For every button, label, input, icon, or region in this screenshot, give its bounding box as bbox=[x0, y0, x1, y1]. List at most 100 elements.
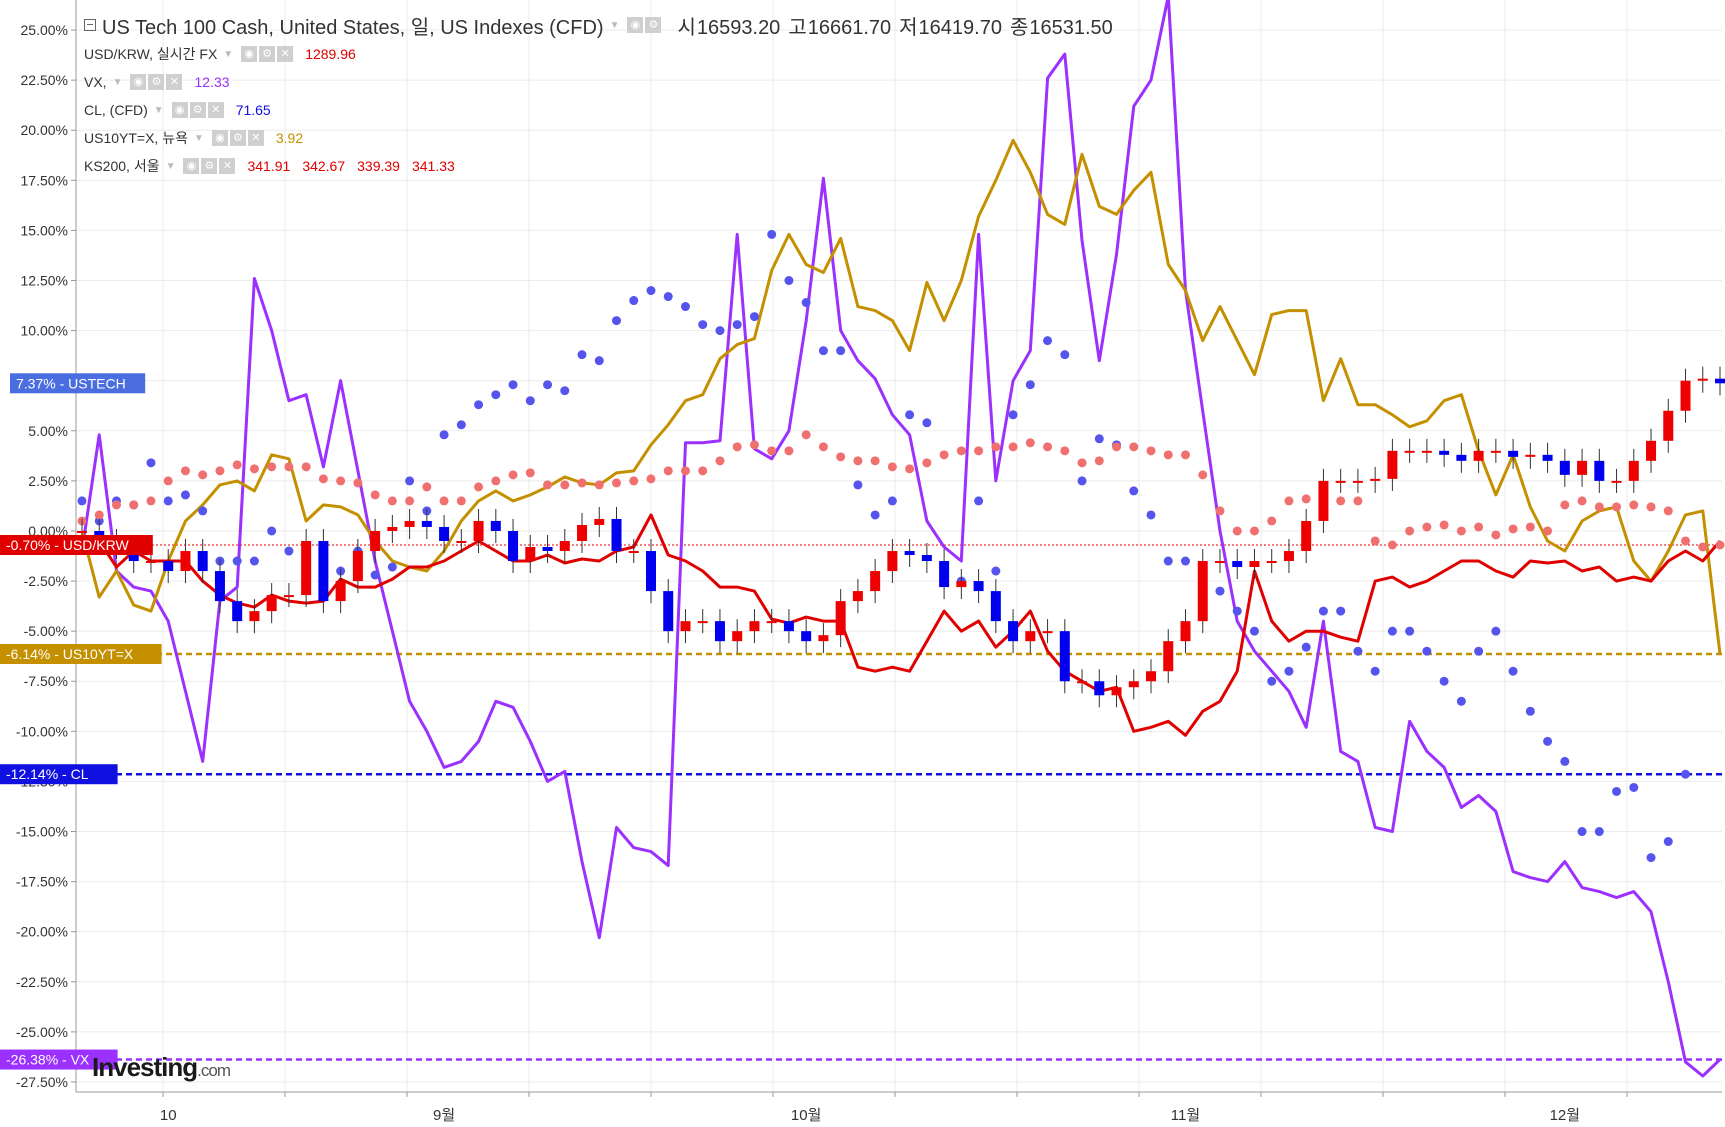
series-point-ks200 bbox=[1439, 520, 1449, 530]
y-tick-label: -22.50% bbox=[16, 974, 68, 990]
candle-body bbox=[1646, 440, 1657, 461]
y-tick-label: 15.00% bbox=[21, 222, 68, 238]
series-point-cl bbox=[991, 566, 1001, 576]
series-point-ks200 bbox=[887, 462, 897, 472]
close-icon[interactable]: ✕ bbox=[247, 130, 264, 146]
gear-icon[interactable]: ⚙ bbox=[201, 158, 218, 174]
gear-icon[interactable]: ⚙ bbox=[229, 130, 246, 146]
series-point-ks200 bbox=[284, 462, 294, 472]
series-point-cl bbox=[387, 562, 397, 572]
series-point-ks200 bbox=[1370, 536, 1380, 546]
close-icon[interactable]: ✕ bbox=[277, 46, 294, 62]
candle-body bbox=[1163, 641, 1174, 672]
series-point-cl bbox=[474, 400, 484, 410]
series-point-ks200 bbox=[646, 474, 656, 484]
legend-row-value: 3.92 bbox=[275, 130, 304, 146]
eye-icon[interactable]: ◉ bbox=[171, 102, 188, 118]
series-point-cl bbox=[77, 496, 87, 506]
series-point-ks200 bbox=[1146, 446, 1156, 456]
y-tick-label: 5.00% bbox=[28, 423, 68, 439]
candle-body bbox=[180, 551, 191, 572]
candle-body bbox=[732, 631, 743, 642]
series-point-ks200 bbox=[1405, 526, 1415, 536]
axis-badge-label: -6.14% - US10YT=X bbox=[6, 646, 134, 662]
series-point-ks200 bbox=[698, 466, 708, 476]
legend-row-value: 341.33 bbox=[411, 158, 455, 174]
candle-body bbox=[887, 551, 898, 572]
eye-icon[interactable]: ◉ bbox=[183, 158, 200, 174]
candle-body bbox=[1611, 480, 1622, 483]
gear-icon[interactable]: ⚙ bbox=[189, 102, 206, 118]
series-point-ks200 bbox=[1232, 526, 1242, 536]
series-point-ks200 bbox=[215, 466, 225, 476]
candle-body bbox=[1283, 551, 1294, 562]
series-point-ks200 bbox=[1646, 502, 1656, 512]
gear-icon[interactable]: ⚙ bbox=[645, 17, 662, 33]
gear-icon[interactable]: ⚙ bbox=[259, 46, 276, 62]
series-point-cl bbox=[1146, 510, 1156, 520]
candle-body bbox=[680, 621, 691, 632]
series-point-ks200 bbox=[732, 442, 742, 452]
series-point-cl bbox=[1594, 827, 1604, 837]
series-point-cl bbox=[1025, 380, 1035, 390]
series-point-ks200 bbox=[1180, 450, 1190, 460]
chevron-down-icon[interactable]: ▼ bbox=[609, 19, 620, 31]
axis-badge-label: -26.38% - VX bbox=[6, 1052, 90, 1068]
x-tick-label: 10 bbox=[160, 1107, 177, 1124]
eye-icon[interactable]: ◉ bbox=[211, 130, 228, 146]
chevron-down-icon[interactable]: ▼ bbox=[193, 132, 204, 144]
chevron-down-icon[interactable]: ▼ bbox=[165, 160, 176, 172]
series-point-ks200 bbox=[818, 442, 828, 452]
close-icon[interactable]: ✕ bbox=[207, 102, 224, 118]
series-point-ks200 bbox=[749, 440, 759, 450]
series-point-ks200 bbox=[543, 480, 553, 490]
series-point-ks200 bbox=[198, 470, 208, 480]
collapse-icon[interactable] bbox=[84, 19, 96, 31]
series-point-cl bbox=[1232, 606, 1242, 616]
series-point-cl bbox=[1439, 676, 1449, 686]
series-point-ks200 bbox=[1215, 506, 1225, 516]
eye-icon[interactable]: ◉ bbox=[241, 46, 258, 62]
eye-icon[interactable]: ◉ bbox=[130, 74, 147, 90]
y-tick-label: -2.50% bbox=[24, 573, 68, 589]
series-point-ks200 bbox=[1543, 526, 1553, 536]
series-point-ks200 bbox=[1112, 442, 1122, 452]
tool-icons: ◉ ⚙ ✕ bbox=[171, 102, 224, 118]
tool-icons: ◉ ⚙ ✕ bbox=[130, 74, 183, 90]
series-point-ks200 bbox=[318, 474, 328, 484]
candle-body bbox=[1301, 520, 1312, 552]
y-tick-label: -5.00% bbox=[24, 623, 68, 639]
gear-icon[interactable]: ⚙ bbox=[148, 74, 165, 90]
series-line-us10ytx bbox=[80, 138, 1722, 655]
candle-body bbox=[1232, 561, 1243, 568]
series-point-cl bbox=[1301, 642, 1311, 652]
close-icon[interactable]: ✕ bbox=[166, 74, 183, 90]
legend-row-name: CL, (CFD) bbox=[84, 102, 148, 118]
series-point-ks200 bbox=[111, 500, 121, 510]
series-point-cl bbox=[1422, 646, 1432, 656]
legend-row-name: USD/KRW, 실시간 FX bbox=[84, 46, 218, 62]
candle-body bbox=[1715, 378, 1725, 384]
eye-icon[interactable]: ◉ bbox=[627, 17, 644, 33]
series-point-ks200 bbox=[301, 462, 311, 472]
candle-body bbox=[1249, 561, 1260, 568]
chevron-down-icon[interactable]: ▼ bbox=[153, 104, 164, 116]
candle-body bbox=[1663, 410, 1674, 441]
legend: US Tech 100 Cash, United States, 일, US I… bbox=[84, 10, 1113, 180]
chevron-down-icon[interactable]: ▼ bbox=[112, 76, 123, 88]
candle-body bbox=[1352, 480, 1363, 483]
series-point-cl bbox=[698, 320, 708, 330]
series-point-cl bbox=[974, 496, 984, 506]
ohlc-low: 저16419.70 bbox=[899, 16, 1002, 39]
candle-body bbox=[145, 561, 156, 564]
chevron-down-icon[interactable]: ▼ bbox=[223, 48, 234, 60]
candle-body bbox=[1146, 671, 1157, 682]
candle-body bbox=[1525, 454, 1536, 457]
legend-row-value: 1289.96 bbox=[305, 46, 356, 62]
candle-body bbox=[594, 518, 605, 525]
candle-body bbox=[1077, 681, 1088, 684]
candle-body bbox=[1559, 460, 1570, 475]
close-icon[interactable]: ✕ bbox=[219, 158, 236, 174]
candle-body bbox=[352, 551, 363, 582]
